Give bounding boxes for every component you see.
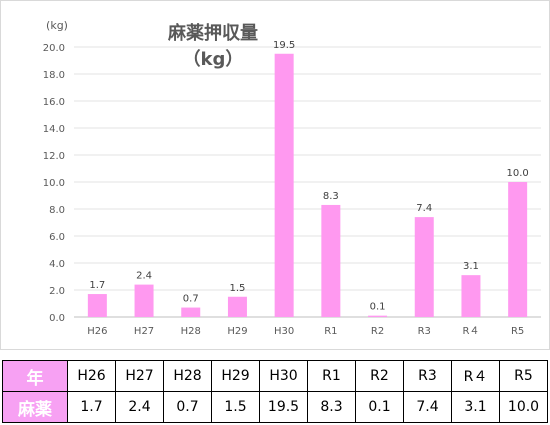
value-cell: 0.1 [355,391,404,423]
year-cell: H28 [163,360,212,392]
data-label: 1.7 [89,280,105,291]
year-cell: R４ [451,360,500,392]
value-cell: 8.3 [307,391,356,423]
year-cell: H26 [67,360,116,392]
value-header: 麻薬 [2,391,68,423]
chart-title: 麻薬押収量 （kg） [168,23,258,70]
value-cell: 19.5 [259,391,308,423]
table-row-years: 年 H26 H27 H28 H29 H30 R1 R2 R3 R４ R5 [2,360,548,392]
bar [368,315,388,317]
x-tick-label: H30 [274,326,294,337]
bar [508,182,528,317]
y-tick-label: 0.0 [49,313,65,324]
y-tick-label: 14.0 [43,124,65,135]
data-table: 年 H26 H27 H28 H29 H30 R1 R2 R3 R４ R5 麻薬 … [2,360,548,423]
x-tick-label: H26 [87,326,107,337]
y-tick-label: 4.0 [49,259,65,270]
value-cell: 2.4 [115,391,164,423]
chart-area: (kg) 0.0 2.0 4.0 6.0 8.0 10.0 12.0 14.0 16.0 18.0… [0,0,550,350]
data-label: 7.4 [416,203,432,214]
year-cell: H29 [211,360,260,392]
value-cell: 1.5 [211,391,260,423]
bar [181,307,201,317]
data-label: 0.7 [183,294,199,305]
x-tick-label: R４ [462,326,479,337]
y-tick-label: 8.0 [49,205,65,216]
year-header: 年 [2,360,68,392]
bar-chart: (kg) 0.0 2.0 4.0 6.0 8.0 10.0 12.0 14.0 16.0 18.0… [43,19,541,337]
year-cell: H30 [259,360,308,392]
bar [321,204,341,317]
data-label: 10.0 [507,168,529,179]
x-tick-label: R2 [371,326,384,337]
y-tick-label: 18.0 [43,70,65,81]
bar [414,217,434,317]
y-tick-label: 6.0 [49,232,65,243]
x-tick-label: H28 [181,326,201,337]
data-label: 2.4 [136,271,152,282]
value-cell: 10.0 [499,391,548,423]
data-label: 19.5 [273,40,295,51]
x-tick-label: H27 [134,326,154,337]
y-axis-label: (kg) [46,19,68,32]
value-cell: 3.1 [451,391,500,423]
y-tick-label: 16.0 [43,97,65,108]
value-cell: 1.7 [67,391,116,423]
value-cell: 0.7 [163,391,212,423]
year-cell: R2 [355,360,404,392]
y-tick-label: 10.0 [43,178,65,189]
x-tick-label: R5 [511,326,524,337]
bar [227,296,247,317]
year-cell: H27 [115,360,164,392]
x-tick-label: H29 [227,326,247,337]
y-tick-label: 20.0 [43,43,65,54]
data-label: 1.5 [229,283,245,294]
y-tick-label: 2.0 [49,286,65,297]
year-cell: R3 [403,360,452,392]
data-labels: 1.7 2.4 0.7 1.5 19.5 8.3 0.1 7.4 3.1 10.0 [89,40,528,313]
bar [87,294,107,317]
x-tick-label: R3 [418,326,431,337]
x-axis-ticks: H26 H27 H28 H29 H30 R1 R2 R3 R４ R5 [87,326,524,337]
bar [274,53,294,317]
data-label: 8.3 [323,191,339,202]
data-label: 3.1 [463,261,479,272]
table-row-values: 麻薬 1.7 2.4 0.7 1.5 19.5 8.3 0.1 7.4 3.1 … [2,391,548,423]
bar [461,275,481,317]
x-tick-label: R1 [324,326,337,337]
bar [134,284,154,317]
value-cell: 7.4 [403,391,452,423]
year-cell: R1 [307,360,356,392]
y-tick-label: 12.0 [43,151,65,162]
bars [87,53,528,317]
year-cell: R5 [499,360,548,392]
y-axis-ticks: 0.0 2.0 4.0 6.0 8.0 10.0 12.0 14.0 16.0 18.0 20.0 [43,43,65,324]
data-label: 0.1 [370,302,386,313]
